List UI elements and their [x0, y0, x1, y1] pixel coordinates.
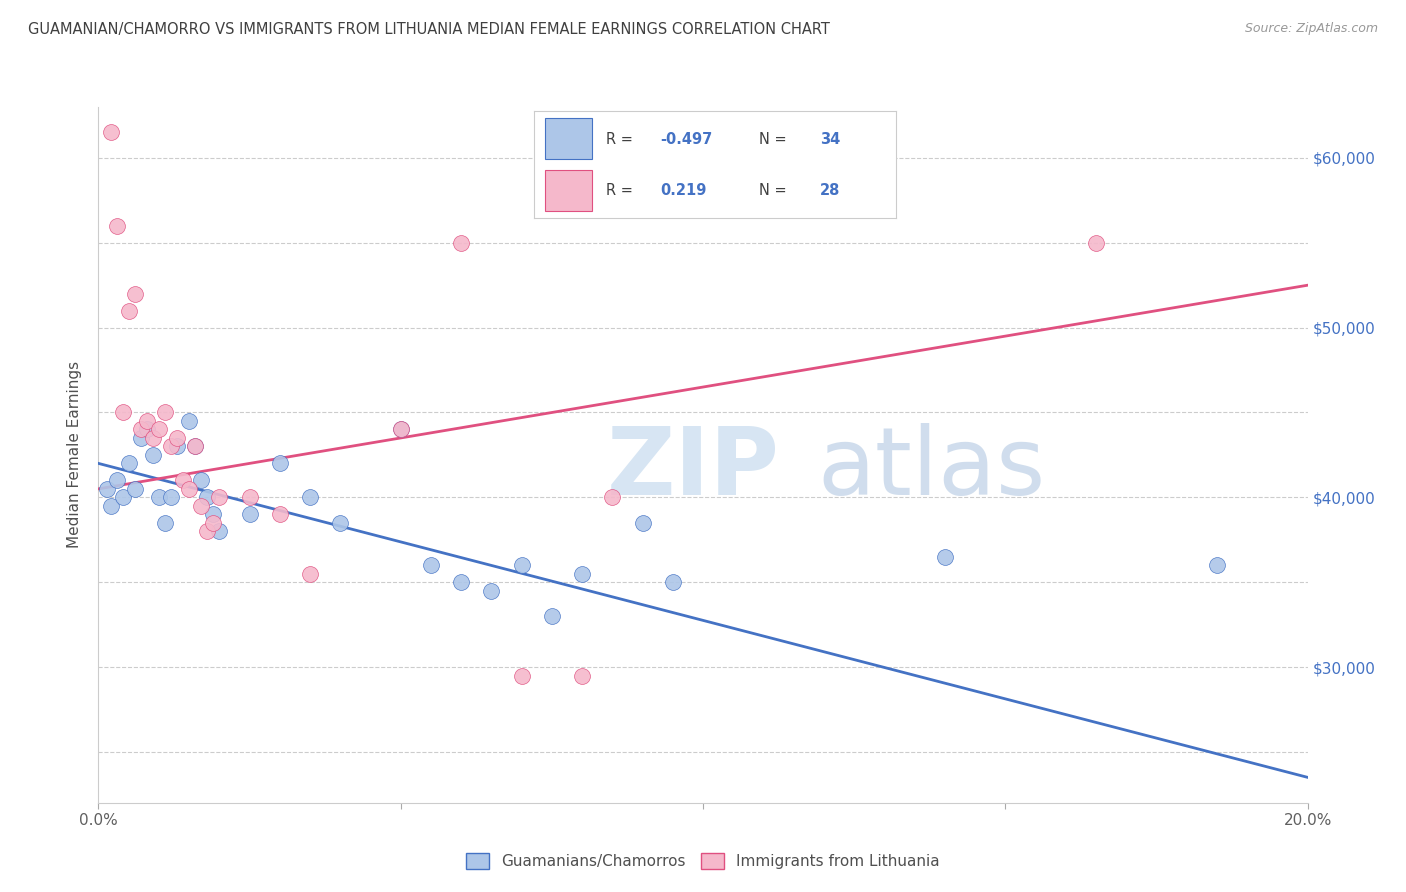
Point	[1085, 235, 1108, 250]
Point	[135, 422, 157, 436]
Text: Source: ZipAtlas.com: Source: ZipAtlas.com	[1244, 22, 1378, 36]
Point	[153, 516, 176, 530]
Point	[481, 583, 503, 598]
Point	[389, 422, 412, 436]
Point	[100, 126, 122, 140]
Point	[202, 508, 225, 522]
Point	[166, 439, 188, 453]
Point	[124, 482, 146, 496]
Point	[172, 474, 194, 488]
Point	[269, 457, 291, 471]
Point	[1206, 558, 1229, 573]
Point	[190, 474, 212, 488]
Point	[662, 575, 685, 590]
Text: GUAMANIAN/CHAMORRO VS IMMIGRANTS FROM LITHUANIA MEDIAN FEMALE EARNINGS CORRELATI: GUAMANIAN/CHAMORRO VS IMMIGRANTS FROM LI…	[28, 22, 830, 37]
Point	[142, 448, 165, 462]
Point	[510, 668, 533, 682]
Point	[105, 474, 128, 488]
Point	[105, 219, 128, 233]
Point	[389, 422, 412, 436]
Text: ZIP: ZIP	[606, 423, 779, 515]
Point	[184, 439, 207, 453]
Point	[269, 508, 291, 522]
Point	[450, 235, 472, 250]
Point	[239, 491, 262, 505]
Point	[179, 414, 201, 428]
Point	[111, 491, 134, 505]
Point	[118, 303, 141, 318]
Point	[510, 558, 533, 573]
Point	[129, 431, 152, 445]
Point	[239, 508, 262, 522]
Point	[135, 414, 157, 428]
Point	[208, 524, 231, 539]
Point	[129, 422, 152, 436]
Point	[631, 516, 654, 530]
Point	[124, 286, 146, 301]
Point	[179, 482, 201, 496]
Point	[450, 575, 472, 590]
Point	[148, 491, 170, 505]
Point	[166, 431, 188, 445]
Point	[571, 668, 593, 682]
Point	[299, 566, 322, 581]
Point	[100, 499, 122, 513]
Point	[602, 491, 624, 505]
Legend: Guamanians/Chamorros, Immigrants from Lithuania: Guamanians/Chamorros, Immigrants from Li…	[460, 847, 946, 875]
Point	[934, 549, 956, 564]
Point	[202, 516, 225, 530]
Point	[329, 516, 352, 530]
Point	[96, 482, 118, 496]
Point	[111, 405, 134, 419]
Point	[118, 457, 141, 471]
Point	[420, 558, 443, 573]
Point	[208, 491, 231, 505]
Point	[160, 491, 183, 505]
Point	[571, 566, 593, 581]
Point	[195, 524, 218, 539]
Y-axis label: Median Female Earnings: Median Female Earnings	[67, 361, 83, 549]
Point	[299, 491, 322, 505]
Point	[190, 499, 212, 513]
Point	[540, 609, 562, 624]
Point	[160, 439, 183, 453]
Point	[142, 431, 165, 445]
Point	[153, 405, 176, 419]
Text: atlas: atlas	[818, 423, 1046, 515]
Point	[195, 491, 218, 505]
Point	[148, 422, 170, 436]
Point	[184, 439, 207, 453]
